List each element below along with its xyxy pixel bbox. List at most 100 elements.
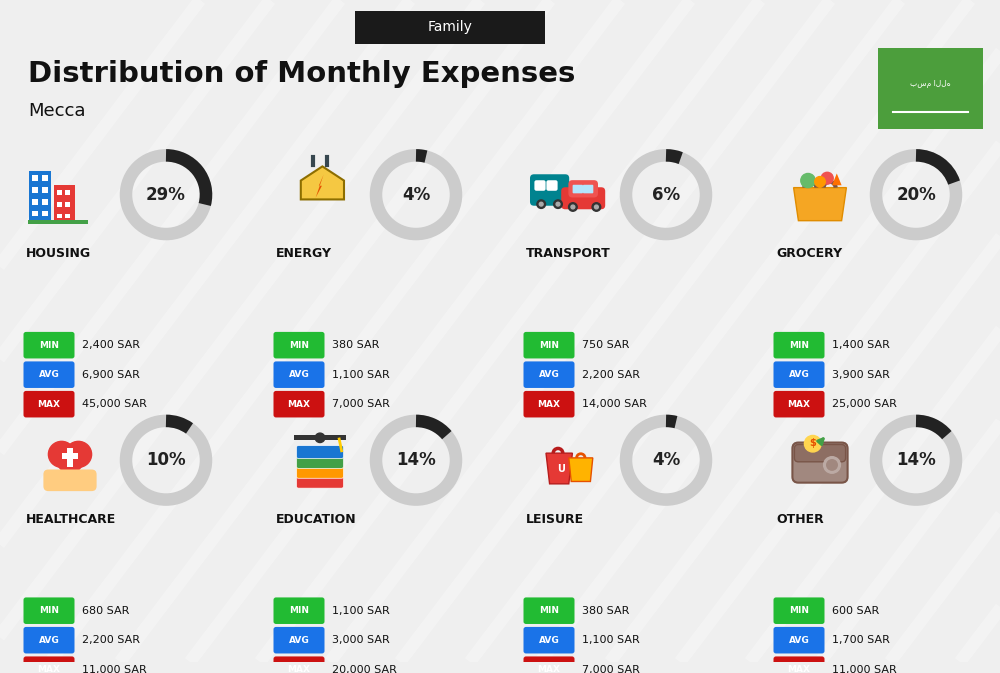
FancyBboxPatch shape <box>24 361 74 388</box>
FancyBboxPatch shape <box>774 627 824 653</box>
Circle shape <box>315 433 325 443</box>
Text: GROCERY: GROCERY <box>776 247 842 260</box>
Text: AVG: AVG <box>39 636 59 645</box>
Text: 4%: 4% <box>652 451 680 469</box>
FancyBboxPatch shape <box>65 190 70 194</box>
FancyBboxPatch shape <box>42 199 48 205</box>
Circle shape <box>594 205 598 209</box>
Text: 14%: 14% <box>896 451 936 469</box>
Circle shape <box>539 203 543 206</box>
Text: 7,000 SAR: 7,000 SAR <box>582 665 640 673</box>
Text: 6%: 6% <box>652 186 680 204</box>
FancyBboxPatch shape <box>561 187 605 209</box>
Text: MAX: MAX <box>38 665 60 673</box>
Circle shape <box>569 203 577 211</box>
Polygon shape <box>569 458 593 481</box>
Text: 600 SAR: 600 SAR <box>832 606 879 616</box>
Text: 20,000 SAR: 20,000 SAR <box>332 665 397 673</box>
FancyBboxPatch shape <box>794 444 846 462</box>
FancyBboxPatch shape <box>24 391 74 417</box>
Text: 1,400 SAR: 1,400 SAR <box>832 340 890 350</box>
Text: LEISURE: LEISURE <box>526 513 584 526</box>
FancyBboxPatch shape <box>24 598 74 624</box>
FancyBboxPatch shape <box>28 220 88 224</box>
Text: Family: Family <box>428 20 472 34</box>
Text: $: $ <box>809 438 816 448</box>
Text: 14,000 SAR: 14,000 SAR <box>582 399 647 409</box>
Text: 1,100 SAR: 1,100 SAR <box>582 635 640 645</box>
Text: MIN: MIN <box>789 606 809 615</box>
FancyBboxPatch shape <box>296 456 344 468</box>
FancyBboxPatch shape <box>774 598 824 624</box>
FancyBboxPatch shape <box>57 213 62 218</box>
Text: MAX: MAX <box>788 400 810 409</box>
Circle shape <box>48 441 75 467</box>
Text: 11,000 SAR: 11,000 SAR <box>82 665 147 673</box>
FancyBboxPatch shape <box>296 475 344 488</box>
Text: 680 SAR: 680 SAR <box>82 606 129 616</box>
FancyBboxPatch shape <box>32 187 38 193</box>
Text: 3,900 SAR: 3,900 SAR <box>832 369 890 380</box>
FancyBboxPatch shape <box>67 448 73 467</box>
Text: AVG: AVG <box>539 370 559 379</box>
FancyBboxPatch shape <box>32 176 38 181</box>
FancyBboxPatch shape <box>32 199 38 205</box>
FancyBboxPatch shape <box>274 361 324 388</box>
FancyBboxPatch shape <box>42 187 48 193</box>
Text: 7,000 SAR: 7,000 SAR <box>332 399 390 409</box>
Text: MAX: MAX <box>538 400 560 409</box>
Text: 11,000 SAR: 11,000 SAR <box>832 665 897 673</box>
Text: Mecca: Mecca <box>28 102 86 120</box>
Text: Distribution of Monthly Expenses: Distribution of Monthly Expenses <box>28 60 575 87</box>
FancyBboxPatch shape <box>524 627 574 653</box>
FancyBboxPatch shape <box>65 213 70 218</box>
Text: 45,000 SAR: 45,000 SAR <box>82 399 147 409</box>
Circle shape <box>65 441 92 467</box>
Text: 1,100 SAR: 1,100 SAR <box>332 606 390 616</box>
Text: AVG: AVG <box>789 370 809 379</box>
Text: AVG: AVG <box>289 370 309 379</box>
Polygon shape <box>832 174 842 185</box>
Text: 10%: 10% <box>146 451 186 469</box>
Text: 2,400 SAR: 2,400 SAR <box>82 340 140 350</box>
Text: MIN: MIN <box>39 341 59 350</box>
Text: 2,200 SAR: 2,200 SAR <box>82 635 140 645</box>
Circle shape <box>801 174 815 188</box>
Text: 14%: 14% <box>396 451 436 469</box>
Text: 4%: 4% <box>402 186 430 204</box>
Text: EDUCATION: EDUCATION <box>276 513 357 526</box>
FancyBboxPatch shape <box>524 656 574 673</box>
FancyBboxPatch shape <box>774 332 824 359</box>
Text: 1,100 SAR: 1,100 SAR <box>332 369 390 380</box>
Text: بسم الله: بسم الله <box>910 79 951 88</box>
FancyBboxPatch shape <box>524 598 574 624</box>
FancyBboxPatch shape <box>42 211 48 217</box>
FancyBboxPatch shape <box>774 656 824 673</box>
FancyBboxPatch shape <box>524 361 574 388</box>
Text: ENERGY: ENERGY <box>276 247 332 260</box>
Text: AVG: AVG <box>789 636 809 645</box>
Text: HEALTHCARE: HEALTHCARE <box>26 513 116 526</box>
Circle shape <box>804 435 821 452</box>
FancyBboxPatch shape <box>65 202 70 207</box>
Circle shape <box>821 172 833 184</box>
Circle shape <box>556 203 560 206</box>
Circle shape <box>537 200 546 209</box>
FancyBboxPatch shape <box>32 211 38 217</box>
FancyBboxPatch shape <box>42 176 48 181</box>
Text: 2,200 SAR: 2,200 SAR <box>582 369 640 380</box>
FancyBboxPatch shape <box>62 454 78 459</box>
Polygon shape <box>50 458 90 481</box>
Text: MIN: MIN <box>289 341 309 350</box>
Text: AVG: AVG <box>289 636 309 645</box>
Circle shape <box>592 203 601 211</box>
Text: MAX: MAX <box>538 665 560 673</box>
FancyBboxPatch shape <box>878 48 983 129</box>
FancyBboxPatch shape <box>583 185 593 193</box>
FancyBboxPatch shape <box>534 180 546 190</box>
Text: 1,700 SAR: 1,700 SAR <box>832 635 890 645</box>
Circle shape <box>827 460 837 470</box>
Text: 29%: 29% <box>146 186 186 204</box>
Text: 380 SAR: 380 SAR <box>332 340 379 350</box>
FancyBboxPatch shape <box>296 465 344 479</box>
